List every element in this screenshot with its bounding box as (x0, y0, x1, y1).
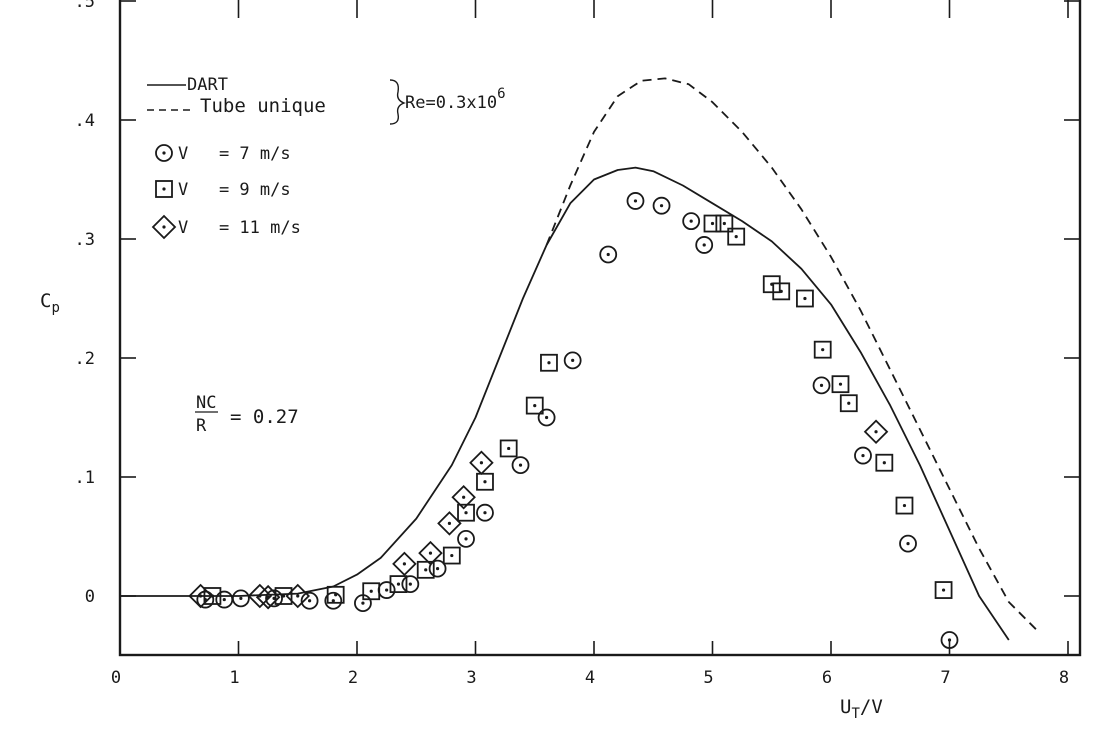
x-axis-label: UT/V (840, 696, 883, 722)
dart-curve (120, 166, 1010, 641)
circle-point (682, 212, 701, 231)
legend-label-dart: DART (187, 75, 228, 95)
square-point (727, 227, 746, 246)
diamond-point (255, 584, 281, 610)
legend-diamond-icon (151, 214, 177, 240)
y-tick-label: .4 (75, 111, 95, 131)
diamond-point (285, 583, 311, 609)
circle-point (563, 351, 582, 370)
legend: DART Tube unique Re=0.3x106 V = 7 m/s V … (147, 75, 506, 240)
legend-circle-icon (155, 144, 173, 162)
plot-border (118, 0, 1082, 657)
square-point (934, 581, 953, 599)
x-tick-label: 4 (585, 668, 595, 688)
circle-point (476, 503, 494, 522)
curves (120, 77, 1040, 641)
y-tick-label: .2 (75, 349, 95, 369)
circle-point (695, 236, 714, 254)
annotation-denominator: R (196, 416, 207, 436)
legend-label-v11: V = 11 m/s (178, 218, 301, 238)
circle-point (300, 591, 319, 610)
diamond-point (418, 540, 443, 566)
diamond-point (451, 484, 476, 510)
square-point (895, 496, 914, 515)
square-point (274, 587, 293, 605)
x-tick-label: 7 (940, 668, 950, 688)
y-axis-label: Cp (40, 290, 60, 316)
legend-brace (389, 79, 406, 125)
square-point (389, 575, 408, 593)
square-point (442, 546, 461, 565)
y-tick-label: .5 (75, 0, 95, 12)
x-tick-label: 1 (229, 668, 239, 688)
annotation-value: = 0.27 (230, 406, 299, 428)
circle-point (428, 559, 447, 578)
x-tick-label: 3 (466, 668, 476, 688)
data-points (188, 192, 959, 649)
square-point (831, 375, 850, 394)
plot-frame (118, 0, 1082, 657)
legend-label-v7: V = 7 m/s (178, 144, 291, 164)
circle-point (599, 245, 618, 264)
diamond-point (392, 551, 417, 577)
legend-label-tube-unique: Tube unique (200, 95, 326, 117)
square-point (772, 282, 791, 301)
y-tick-label: 0 (85, 587, 95, 607)
circle-point (652, 196, 671, 215)
square-point (499, 439, 518, 458)
annotation-numerator: NC (196, 393, 216, 413)
nc-r-annotation: NC R = 0.27 (195, 393, 299, 436)
x-tick-label: 8 (1059, 668, 1069, 688)
square-point (703, 214, 722, 233)
circle-point (899, 534, 917, 553)
circle-point (626, 192, 645, 210)
square-point (796, 289, 814, 308)
circle-point (324, 591, 343, 610)
circle-point (231, 589, 250, 608)
circle-point (537, 408, 556, 427)
circle-point (854, 446, 872, 465)
x-tick-label: 0 (111, 668, 121, 688)
circle-point (812, 376, 831, 395)
diamond-point (863, 419, 889, 445)
square-point (715, 214, 734, 233)
legend-label-v9: V = 9 m/s (178, 180, 291, 200)
y-tick-label: .3 (75, 230, 95, 250)
legend-re-note: Re=0.3x106 (405, 86, 506, 113)
circle-point (457, 529, 475, 548)
square-point (875, 453, 894, 472)
square-point (362, 582, 381, 601)
square-point (813, 340, 832, 359)
tube-unique-curve (545, 77, 1040, 633)
square-point (416, 560, 435, 579)
x-tick-label: 6 (822, 668, 832, 688)
diamond-point (469, 450, 494, 475)
square-point (839, 394, 858, 413)
x-tick-label: 5 (703, 668, 713, 688)
y-tick-label: .1 (75, 468, 95, 488)
circle-point (940, 631, 959, 649)
x-tick-label: 2 (348, 668, 358, 688)
circle-point (377, 581, 396, 599)
square-point (525, 396, 544, 415)
diamond-point (188, 583, 213, 609)
square-point (326, 585, 345, 604)
circle-point (215, 590, 234, 609)
diamond-point (437, 511, 462, 536)
circle-point (511, 456, 530, 475)
square-point (540, 353, 558, 372)
legend-square-icon (155, 180, 173, 198)
circle-point (401, 575, 420, 593)
square-point (476, 472, 494, 491)
